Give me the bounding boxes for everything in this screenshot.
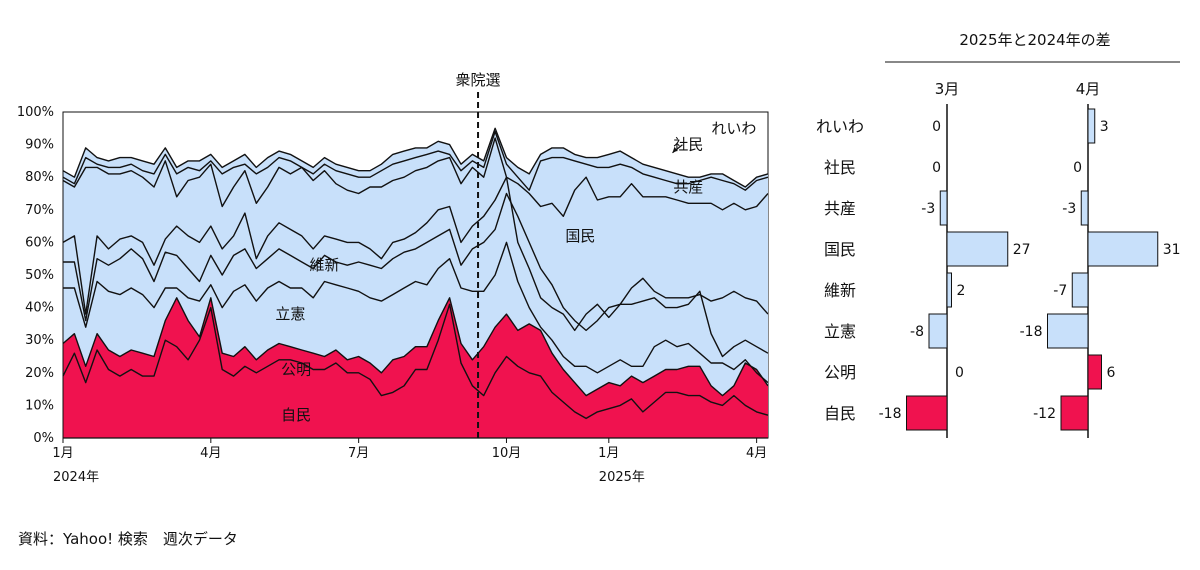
panel-title: 4月 <box>1076 80 1101 98</box>
area-label: 国民 <box>565 227 595 245</box>
area-label: 公明 <box>281 361 311 379</box>
x-tick-label: 1月 <box>598 446 619 461</box>
area-label: 自民 <box>281 406 311 424</box>
y-tick-label: 60% <box>25 235 54 250</box>
bar <box>1087 354 1102 390</box>
x-tick-label: 4月 <box>746 446 767 461</box>
y-tick-label: 100% <box>17 105 54 120</box>
bar <box>946 231 1009 267</box>
area-others <box>63 128 768 396</box>
bar-value-label: -18 <box>879 406 902 422</box>
area-jimin <box>63 304 768 438</box>
y-tick-label: 40% <box>25 301 54 316</box>
category-label: 共産 <box>824 199 856 218</box>
bar-value-label: -18 <box>1020 324 1043 340</box>
area-label: 立憲 <box>275 305 305 323</box>
bar-value-label: 3 <box>1100 119 1109 135</box>
area-label: 共産 <box>673 178 703 196</box>
bar-value-label: -3 <box>1062 201 1076 217</box>
panel-title: 3月 <box>935 80 960 98</box>
x-tick-label: 7月 <box>348 446 369 461</box>
bar-value-label: 31 <box>1163 242 1181 258</box>
area-label: れいわ <box>711 119 756 137</box>
y-tick-label: 0% <box>33 431 54 446</box>
series-line-5 <box>62 137 769 217</box>
series-line-2 <box>63 241 769 384</box>
series-line-6 <box>62 130 769 191</box>
bar-value-label: 0 <box>932 160 941 176</box>
series-line-3 <box>63 192 769 358</box>
bar <box>1080 190 1089 226</box>
x-tick-label: 4月 <box>200 446 221 461</box>
y-tick-label: 80% <box>25 170 54 185</box>
bar <box>1071 272 1089 308</box>
bar-value-label: 0 <box>955 365 964 381</box>
bar-value-label: 0 <box>932 119 941 135</box>
series-line-1 <box>62 297 769 397</box>
series-line-0 <box>62 303 769 420</box>
bar <box>1087 108 1096 144</box>
y-tick-label: 50% <box>25 268 54 283</box>
bar <box>928 313 948 349</box>
bar-value-label: 27 <box>1013 242 1031 258</box>
bar-value-label: 0 <box>1073 160 1082 176</box>
category-label: 国民 <box>824 240 856 259</box>
shamin-pointer-head <box>672 146 678 153</box>
series-line-4 <box>62 176 769 332</box>
bar <box>906 395 948 431</box>
y-tick-label: 10% <box>25 398 54 413</box>
bar-value-label: -12 <box>1033 406 1056 422</box>
series-line-7 <box>62 127 769 188</box>
diff-title: 2025年と2024年の差 <box>959 31 1110 49</box>
x-tick-label: 1月 <box>52 446 73 461</box>
bar <box>939 190 948 226</box>
category-label: 立憲 <box>824 322 856 341</box>
bar-value-label: -3 <box>921 201 935 217</box>
bar-value-label: -8 <box>910 324 924 340</box>
bar <box>1047 313 1089 349</box>
category-label: れいわ <box>816 117 864 136</box>
bar <box>946 272 952 308</box>
category-label: 社民 <box>824 158 856 177</box>
y-tick-label: 70% <box>25 203 54 218</box>
category-label: 公明 <box>824 363 856 382</box>
bar-value-label: 2 <box>957 283 966 299</box>
x-year-label: 2025年 <box>599 470 645 485</box>
x-tick-label: 10月 <box>492 446 522 461</box>
area-label: 社民 <box>673 136 703 154</box>
y-tick-label: 90% <box>25 138 54 153</box>
bar <box>1060 395 1089 431</box>
bar-value-label: 6 <box>1107 365 1116 381</box>
y-tick-label: 20% <box>25 366 54 381</box>
bar-value-label: -7 <box>1053 283 1067 299</box>
source-note: 資料：Yahoo! 検索 週次データ <box>18 530 238 548</box>
area-label: 維新 <box>310 256 340 274</box>
bar <box>1087 231 1159 267</box>
y-tick-label: 30% <box>25 333 54 348</box>
category-label: 自民 <box>824 404 856 423</box>
election-label: 衆院選 <box>456 71 501 89</box>
x-year-label: 2024年 <box>53 470 99 485</box>
category-label: 維新 <box>824 281 856 300</box>
